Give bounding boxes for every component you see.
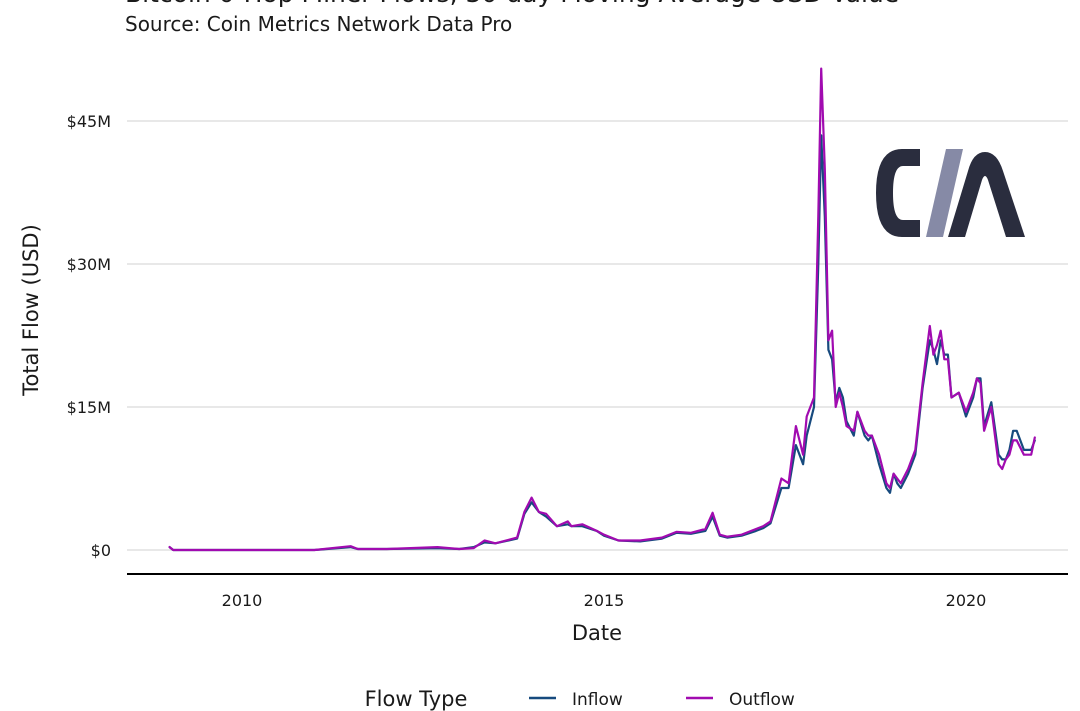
y-tick-label: $15M	[67, 398, 111, 417]
gridlines	[127, 120, 1068, 551]
series-line-inflow	[168, 134, 1036, 552]
cm-logo-slash	[926, 149, 963, 237]
x-axis-label: Date	[572, 621, 622, 645]
legend-title: Flow Type	[365, 687, 468, 711]
series-lines	[168, 67, 1036, 552]
cm-logo-m	[948, 152, 1025, 237]
series-line-outflow	[168, 67, 1036, 552]
y-tick-labels: $0 $15M $30M $45M	[67, 112, 111, 560]
y-tick-label: $45M	[67, 112, 111, 131]
legend-label-inflow: Inflow	[572, 690, 623, 710]
chart-title: Bitcoin 0-Hop Miner Flows, 30-day Moving…	[125, 0, 899, 8]
legend: Flow Type Inflow Outflow	[365, 687, 795, 711]
y-axis-label: Total Flow (USD)	[19, 224, 43, 397]
chart-subtitle: Source: Coin Metrics Network Data Pro	[125, 12, 512, 36]
cm-logo-c	[876, 149, 920, 237]
x-tick-label: 2010	[222, 591, 263, 610]
x-tick-labels: 2010 2015 2020	[222, 591, 987, 610]
y-tick-label: $0	[91, 541, 111, 560]
y-tick-label: $30M	[67, 255, 111, 274]
cm-logo	[876, 149, 1025, 237]
x-tick-label: 2020	[946, 591, 987, 610]
x-tick-label: 2015	[584, 591, 625, 610]
legend-label-outflow: Outflow	[729, 690, 795, 710]
